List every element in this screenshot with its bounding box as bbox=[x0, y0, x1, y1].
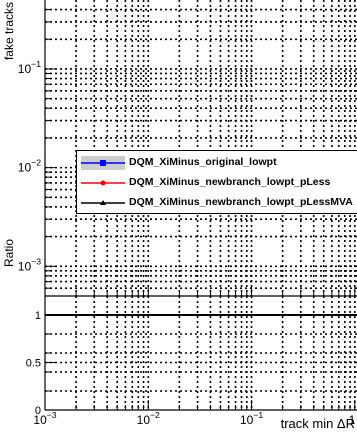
legend-marker-circle-icon bbox=[81, 180, 125, 186]
top-y-axis-label: fake tracks bbox=[2, 2, 16, 60]
tick-label: 0 bbox=[35, 405, 41, 417]
tick-label: 10−2 bbox=[18, 158, 41, 175]
tick-label: 10−3 bbox=[33, 410, 56, 427]
legend: DQM_XiMinus_original_lowpt DQM_XiMinus_n… bbox=[76, 150, 357, 214]
tick-labels: 10−3 10−2 10−1 0 0.5 1 10−3 10−2 10−1 1 bbox=[18, 59, 356, 427]
x-axis-label: track min ΔR bbox=[281, 416, 355, 431]
axes bbox=[44, 0, 357, 411]
legend-entry-original: DQM_XiMinus_original_lowpt bbox=[77, 153, 357, 173]
tick-label: 10−3 bbox=[18, 256, 41, 273]
legend-entry-pless: DQM_XiMinus_newbranch_lowpt_pLess bbox=[77, 173, 357, 193]
legend-marker-triangle-icon bbox=[81, 200, 125, 205]
tick-label: 1 bbox=[349, 413, 356, 427]
legend-entry-plessmva: DQM_XiMinus_newbranch_lowpt_pLessMVA bbox=[77, 193, 357, 213]
legend-label: DQM_XiMinus_newbranch_lowpt_pLessMVA bbox=[129, 196, 353, 208]
bottom-y-axis-label: Ratio bbox=[2, 239, 16, 267]
tick-label: 10−2 bbox=[137, 410, 160, 427]
legend-marker-square-icon bbox=[81, 156, 125, 170]
legend-label: DQM_XiMinus_original_lowpt bbox=[129, 156, 277, 168]
legend-label: DQM_XiMinus_newbranch_lowpt_pLess bbox=[129, 176, 331, 188]
tick-label: 1 bbox=[35, 310, 41, 322]
bottom-panel-grid bbox=[45, 296, 357, 410]
tick-label: 10−1 bbox=[240, 410, 263, 427]
tick-label: 0.5 bbox=[26, 358, 41, 370]
tick-label: 10−1 bbox=[18, 59, 41, 76]
top-panel-grid bbox=[45, 0, 357, 296]
